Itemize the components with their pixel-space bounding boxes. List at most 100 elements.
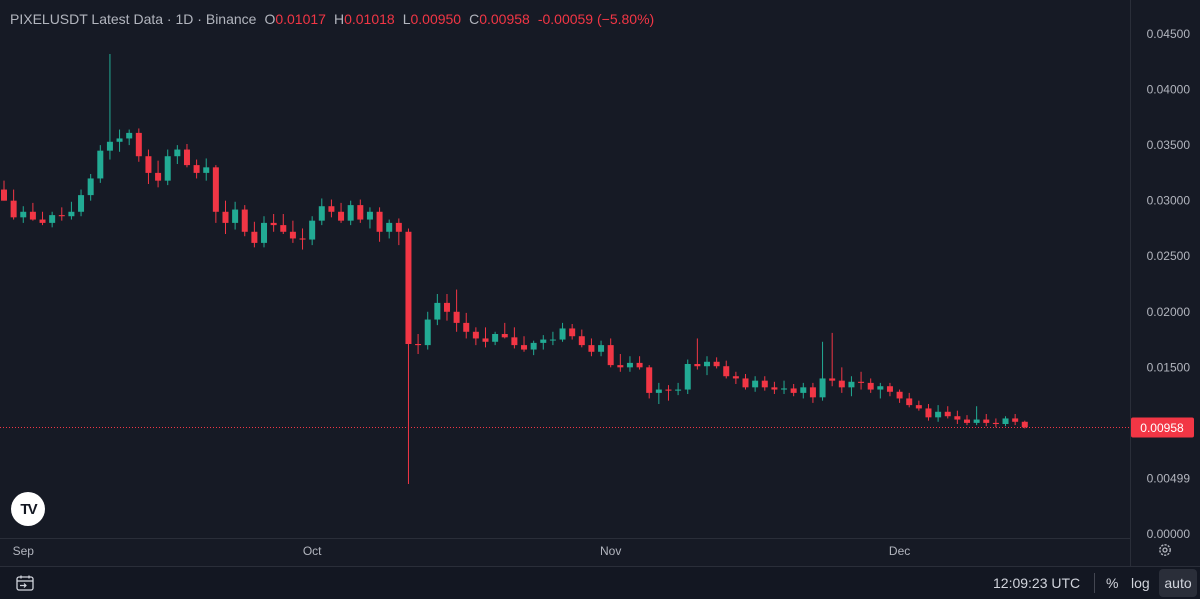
candle-body (386, 222, 393, 232)
candle-body (232, 209, 239, 223)
toolbar-divider (1094, 573, 1095, 593)
candle-body (954, 416, 961, 420)
candle-body (549, 339, 556, 341)
candle-body (309, 220, 316, 240)
candle-body (877, 386, 884, 390)
candle-body (511, 337, 518, 346)
candle-body (434, 302, 441, 320)
legend-interval[interactable]: 1D (175, 11, 194, 27)
candle-body (578, 336, 585, 346)
candle-body (347, 205, 354, 221)
x-tick-label: Oct (303, 544, 322, 558)
candle-body (819, 378, 826, 398)
candle-body (521, 345, 528, 350)
candle-body (1002, 418, 1009, 424)
candle-body (357, 205, 364, 220)
legend-separator: · (163, 11, 176, 27)
candle-body (366, 211, 373, 220)
candle-body (97, 150, 104, 179)
auto-scale-button[interactable]: auto (1159, 569, 1197, 597)
candle-body (49, 215, 56, 223)
y-tick-label: 0.03500 (1147, 138, 1191, 152)
candle-body (453, 311, 460, 323)
candle-body (424, 319, 431, 346)
x-tick-label: Dec (889, 544, 910, 558)
candle-body (338, 211, 345, 221)
candle-body (944, 411, 951, 417)
candle-body (328, 206, 335, 212)
candle-body (106, 141, 113, 151)
y-tick-label: 0.01500 (1147, 360, 1191, 374)
candle-body (694, 364, 701, 367)
utc-clock[interactable]: 12:09:23 UTC (993, 575, 1081, 591)
logo-text: TV (20, 500, 37, 518)
settings-gear-icon[interactable] (1158, 543, 1172, 557)
candle-body (896, 391, 903, 399)
candle-body (761, 380, 768, 388)
candle-body (790, 388, 797, 393)
y-tick-label: 0.03000 (1147, 194, 1191, 208)
candle-body (626, 362, 633, 368)
candle-body (848, 381, 855, 388)
legend-change: -0.00059 (−5.80%) (537, 11, 655, 27)
calendar-range-icon[interactable] (16, 575, 34, 591)
y-tick-label: 0.04500 (1147, 27, 1191, 41)
candle-body (318, 206, 325, 221)
legend-open-value: 0.01017 (275, 11, 326, 27)
candle-body (1, 189, 7, 201)
candle-body (58, 215, 65, 217)
candle-body (530, 342, 537, 350)
x-tick-label: Nov (600, 544, 621, 558)
candle-body (915, 405, 922, 409)
candle-body (992, 422, 999, 424)
candle-body (203, 167, 210, 173)
candle-body (655, 389, 662, 393)
candle-body (10, 200, 17, 218)
bottom-toolbar: 12:09:23 UTC % log auto (0, 566, 1200, 599)
candle-body (415, 344, 422, 346)
candle-body (1012, 418, 1019, 422)
candle-body (261, 222, 268, 243)
last-price-tag (1131, 417, 1194, 438)
tradingview-logo[interactable]: TV (11, 492, 45, 526)
candle-body (482, 338, 489, 342)
legend-close-value: 0.00958 (479, 11, 530, 27)
candle-body (983, 419, 990, 423)
candle-body (771, 387, 778, 390)
candle-body (289, 231, 296, 239)
candle-body (906, 398, 913, 406)
y-tick-label: 0.00000 (1147, 527, 1191, 541)
y-tick-label: 0.02000 (1147, 305, 1191, 319)
legend-symbol[interactable]: PIXELUSDT Latest Data (10, 11, 164, 27)
candle-body (472, 331, 479, 339)
legend-separator: · (193, 11, 206, 27)
candle-body (463, 322, 470, 332)
candle-body (87, 178, 94, 196)
candle-body (299, 238, 306, 240)
candle-body (829, 378, 836, 381)
candle-body (973, 419, 980, 423)
candle-body (68, 211, 75, 217)
candle-body (781, 388, 788, 390)
candle-body (540, 339, 547, 343)
candle-body (395, 222, 402, 232)
log-scale-button[interactable]: log (1131, 575, 1150, 591)
candle-body (935, 411, 942, 418)
candle-body (212, 167, 219, 212)
candle-body (126, 132, 133, 139)
y-tick-label: 0.04000 (1147, 83, 1191, 97)
candle-body (809, 387, 816, 398)
candle-body (241, 209, 248, 232)
percent-scale-button[interactable]: % (1106, 575, 1119, 591)
candle-body (155, 172, 162, 181)
last-price-label: 0.00958 (1140, 421, 1184, 435)
candle-body (492, 334, 499, 342)
legend-high-label: H (333, 11, 345, 27)
y-tick-label: 0.02500 (1147, 249, 1191, 263)
candle-body (607, 345, 614, 366)
y-tick-label: 0.00499 (1147, 472, 1191, 486)
legend-open-label: O (264, 11, 276, 27)
candle-body (723, 366, 730, 377)
candle-body (501, 334, 508, 338)
